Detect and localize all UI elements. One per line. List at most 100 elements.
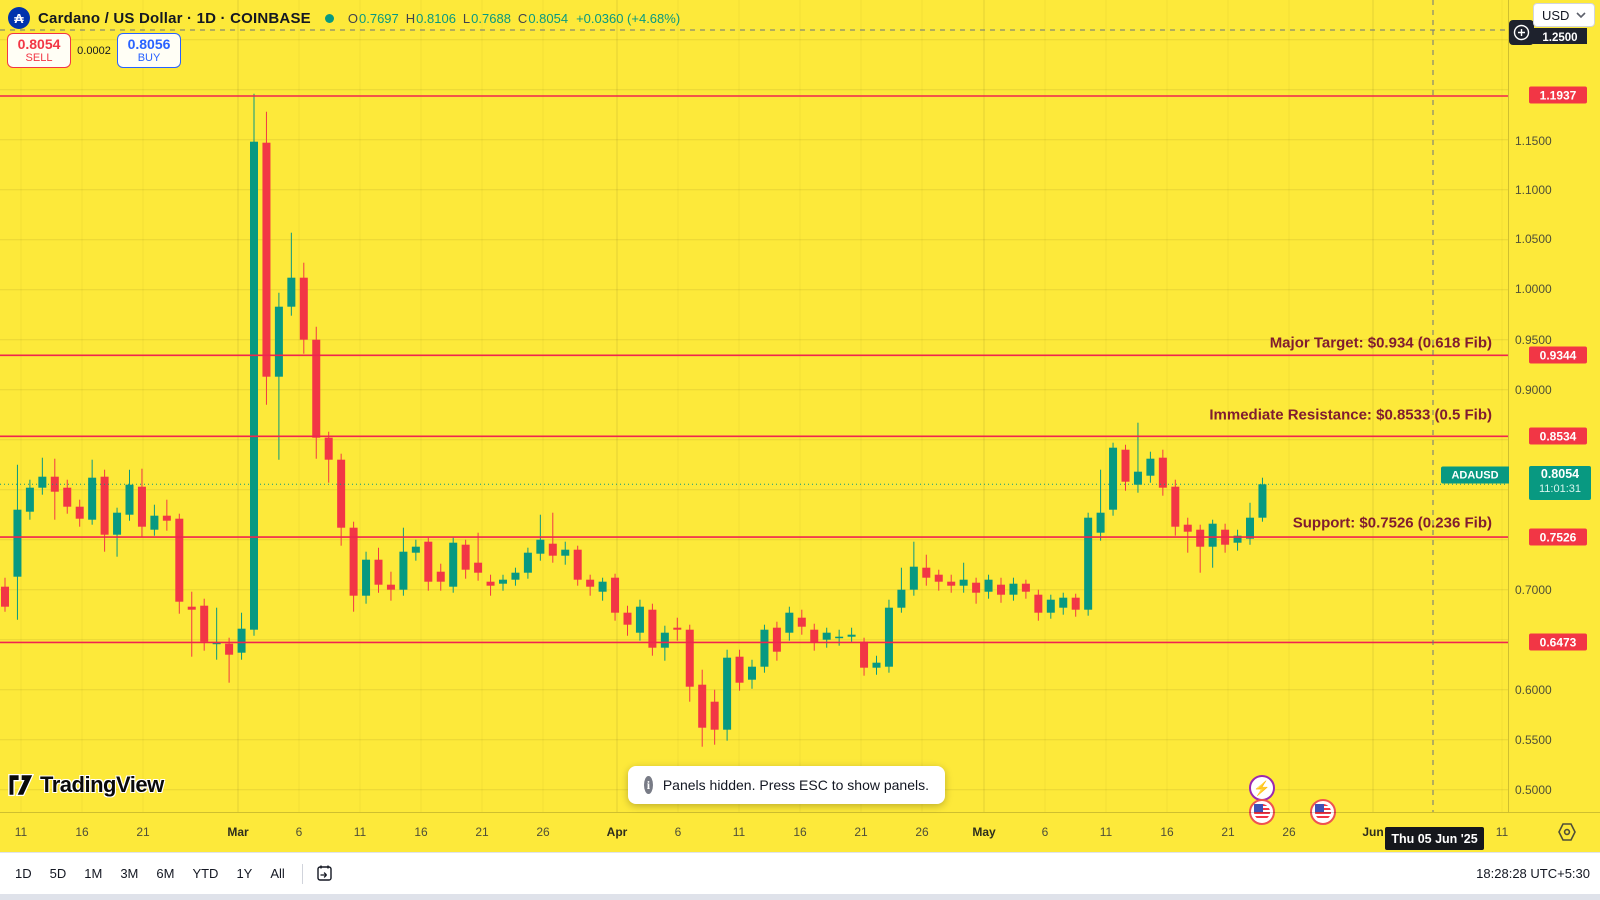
price-tick: 0.9000 <box>1515 383 1552 397</box>
change-value: +0.0360 (+4.68%) <box>576 10 681 26</box>
buy-button[interactable]: 0.8056 BUY <box>117 33 181 68</box>
time-tick: 21 <box>854 825 868 839</box>
add-alert-plus-icon[interactable] <box>1509 20 1534 45</box>
candle-body <box>648 609 657 648</box>
candle-body <box>1233 535 1242 543</box>
us-flag-icon[interactable] <box>1310 799 1336 825</box>
candle-body <box>100 476 109 535</box>
candle-body <box>685 629 694 687</box>
time-tick: 16 <box>1160 825 1174 839</box>
price-tick: 0.5500 <box>1515 733 1552 747</box>
range-button-all[interactable]: All <box>270 866 285 881</box>
candle-body <box>1208 523 1217 547</box>
axis-settings-icon[interactable] <box>1556 821 1580 845</box>
time-tick: 21 <box>1221 825 1235 839</box>
go-to-date-icon[interactable] <box>311 860 339 888</box>
candle-body <box>287 277 296 307</box>
level-price-badge: 1.1937 <box>1529 86 1587 104</box>
time-tick: 16 <box>75 825 89 839</box>
candle-body <box>785 612 794 633</box>
candle-body <box>337 459 346 528</box>
candle-body <box>772 627 781 652</box>
time-axis[interactable]: 11 Jun 26 21 16 11 6 May 26 21 16 11 6 Apr 26 21 16 11 6 Ma… <box>0 812 1600 852</box>
candle-body <box>113 512 122 535</box>
candle-body <box>200 605 209 642</box>
candle-body <box>1146 458 1155 476</box>
range-button-ytd[interactable]: YTD <box>192 866 219 881</box>
candle-body <box>374 559 383 585</box>
candle-body <box>324 437 333 460</box>
candle-body <box>822 632 831 640</box>
candle-body <box>349 527 358 596</box>
candle-body <box>947 581 956 586</box>
candle-body <box>150 515 159 530</box>
candle-body <box>723 657 732 730</box>
time-tick: 6 <box>295 825 303 839</box>
range-button-1d[interactable]: 1D <box>15 866 32 881</box>
clock[interactable]: 18:28:28 UTC+5:30 <box>1476 866 1590 881</box>
range-button-3m[interactable]: 3M <box>120 866 139 881</box>
candle-body <box>760 629 769 667</box>
lightning-icon[interactable]: ⚡ <box>1249 775 1275 801</box>
time-tick: 11 <box>353 825 367 839</box>
time-tick: 11 <box>1495 825 1509 839</box>
price-axis[interactable]: ADAUSD 0.8054 11:01:31 1.2500 1.1500 1.100… <box>1441 0 1600 812</box>
candle-body <box>972 582 981 593</box>
candle-body <box>1021 583 1030 592</box>
candle-body <box>175 518 184 602</box>
time-tick: 26 <box>536 825 550 839</box>
candlestick-chart[interactable] <box>0 0 1600 812</box>
candle-body <box>386 584 395 590</box>
symbol-title[interactable]: Cardano / US Dollar · 1D · COINBASE <box>38 9 311 27</box>
time-tick: 26 <box>915 825 929 839</box>
spread-value: 0.0002 <box>77 44 111 57</box>
time-tick: 11 <box>14 825 28 839</box>
candle-body <box>1084 517 1093 610</box>
candle-body <box>1183 524 1192 532</box>
crosshair-price-label: 1.2500 <box>1533 28 1587 44</box>
price-tick: 1.0500 <box>1515 232 1552 246</box>
candle-body <box>884 607 893 667</box>
candle-body <box>50 476 59 492</box>
chevron-down-icon <box>1576 12 1586 18</box>
candle-body <box>710 701 719 730</box>
candle-body <box>698 684 707 728</box>
candle-body <box>474 562 483 573</box>
range-button-1m[interactable]: 1M <box>84 866 103 881</box>
candle-body <box>262 142 271 377</box>
currency-dropdown[interactable]: USD <box>1533 3 1595 27</box>
cardano-icon: ₳ <box>8 7 30 29</box>
candle-body <box>909 566 918 590</box>
candle-body <box>449 542 458 587</box>
level-price-badge: 0.6473 <box>1529 633 1587 651</box>
sell-button[interactable]: 0.8054 SELL <box>7 33 71 68</box>
current-price-badge: 0.8054 11:01:31 <box>1529 466 1591 500</box>
order-panel: 0.8054 SELL 0.0002 0.8056 BUY <box>7 33 181 68</box>
candle-body <box>162 515 171 521</box>
candle-body <box>212 642 221 645</box>
range-button-6m[interactable]: 6M <box>156 866 175 881</box>
range-button-1y[interactable]: 1Y <box>236 866 253 881</box>
candle-body <box>486 581 495 586</box>
candle-body <box>997 584 1005 595</box>
candle-body <box>274 306 283 377</box>
candle-body <box>299 277 308 340</box>
range-button-5d[interactable]: 5D <box>49 866 67 881</box>
candle-body <box>586 579 595 587</box>
candle-body <box>1059 597 1068 608</box>
crosshair-date-label: Thu 05 Jun '25 <box>1385 827 1484 850</box>
candle-body <box>13 509 22 577</box>
candle-body <box>424 541 433 582</box>
time-tick: 16 <box>414 825 428 839</box>
price-tick: 0.7000 <box>1515 583 1552 597</box>
market-open-dot-icon <box>324 13 334 23</box>
candle-body <box>548 543 557 556</box>
candle-body <box>1133 471 1142 485</box>
candle-body <box>1171 486 1180 527</box>
tradingview-logo[interactable]: TradingView <box>8 772 164 798</box>
us-flag-icon[interactable] <box>1249 799 1275 825</box>
candle-body <box>847 634 856 637</box>
time-tick: 21 <box>475 825 489 839</box>
bottom-edge-strip <box>0 894 1600 900</box>
candle-body <box>511 572 520 580</box>
